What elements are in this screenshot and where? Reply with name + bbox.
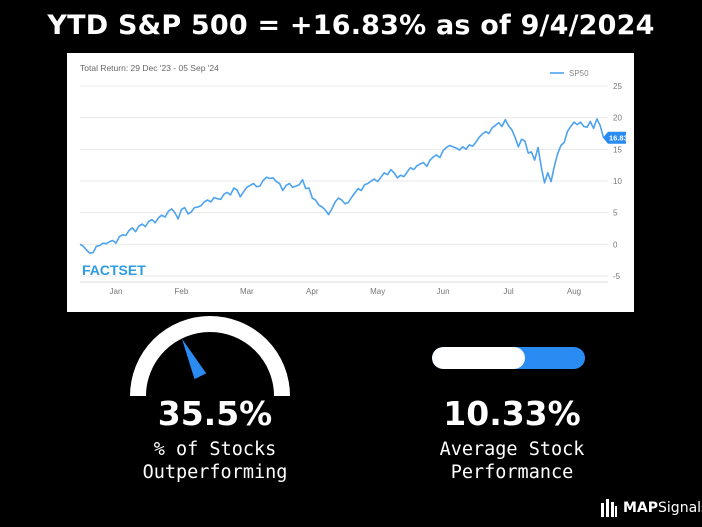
progress-bar-fill	[432, 347, 526, 369]
chart-subtitle: Total Return: 29 Dec '23 - 05 Sep '24	[80, 63, 219, 73]
y-tick-label: 0	[613, 240, 618, 249]
y-tick-label: 15	[613, 145, 622, 154]
x-tick-label: Feb	[175, 287, 189, 296]
bar-caption-line1: Average Stock	[439, 439, 585, 460]
logo-wordmark: MAPSignals	[623, 500, 702, 516]
logo-bold: MAP	[623, 500, 659, 516]
progress-bar	[432, 347, 585, 369]
gauge-caption-line1: % of Stocks	[153, 439, 277, 460]
gauge-dial	[130, 316, 290, 397]
gauge	[130, 316, 290, 398]
x-tick-label: Apr	[306, 287, 319, 296]
x-axis-ticks: Jan Feb Mar Apr May Jun Jul Aug	[110, 287, 582, 296]
bar-caption-line2: Performance	[450, 462, 574, 483]
gauge-value: 35.5%	[157, 394, 273, 433]
bar-value: 10.33%	[443, 394, 581, 433]
end-value-tag: 16.83	[603, 131, 628, 144]
x-tick-label: Jan	[110, 287, 123, 296]
x-tick-label: Aug	[567, 287, 581, 296]
chart-panel: 25 20 15 10 5 0 -5 Jan Feb Mar Apr May Jun Jul Aug To…	[67, 53, 634, 312]
series-line-sp50	[79, 118, 609, 254]
end-value-tag-shape	[603, 131, 626, 144]
y-tick-label: -5	[613, 272, 621, 281]
mapsignals-logo: MAPSignals	[600, 495, 702, 521]
line-chart: 25 20 15 10 5 0 -5 Jan Feb Mar Apr May Jun Jul Aug To…	[79, 63, 628, 296]
legend-label: SP50	[569, 69, 589, 78]
y-tick-label: 20	[613, 114, 622, 123]
x-tick-label: Jun	[437, 287, 450, 296]
factset-watermark: FACTSET	[82, 262, 146, 278]
gauge-caption-line2: Outperforming	[142, 462, 288, 483]
gauge-arc	[130, 316, 290, 397]
mapsignals-logo-icon	[601, 499, 617, 517]
x-tick-label: May	[370, 287, 385, 296]
y-tick-label: 25	[613, 82, 622, 91]
headline: YTD S&P 500 = +16.83% as of 9/4/2024	[47, 10, 655, 41]
y-axis-ticks: 25 20 15 10 5 0 -5	[613, 82, 622, 281]
logo-rest: Signals	[658, 500, 702, 516]
x-tick-label: Mar	[240, 287, 254, 296]
y-tick-label: 10	[613, 177, 622, 186]
legend: SP50	[550, 69, 589, 78]
end-value-label: 16.83	[609, 134, 628, 143]
gauge-needle	[181, 338, 207, 380]
y-tick-label: 5	[613, 209, 618, 218]
x-tick-label: Jul	[503, 287, 513, 296]
chart-grid	[80, 85, 608, 283]
